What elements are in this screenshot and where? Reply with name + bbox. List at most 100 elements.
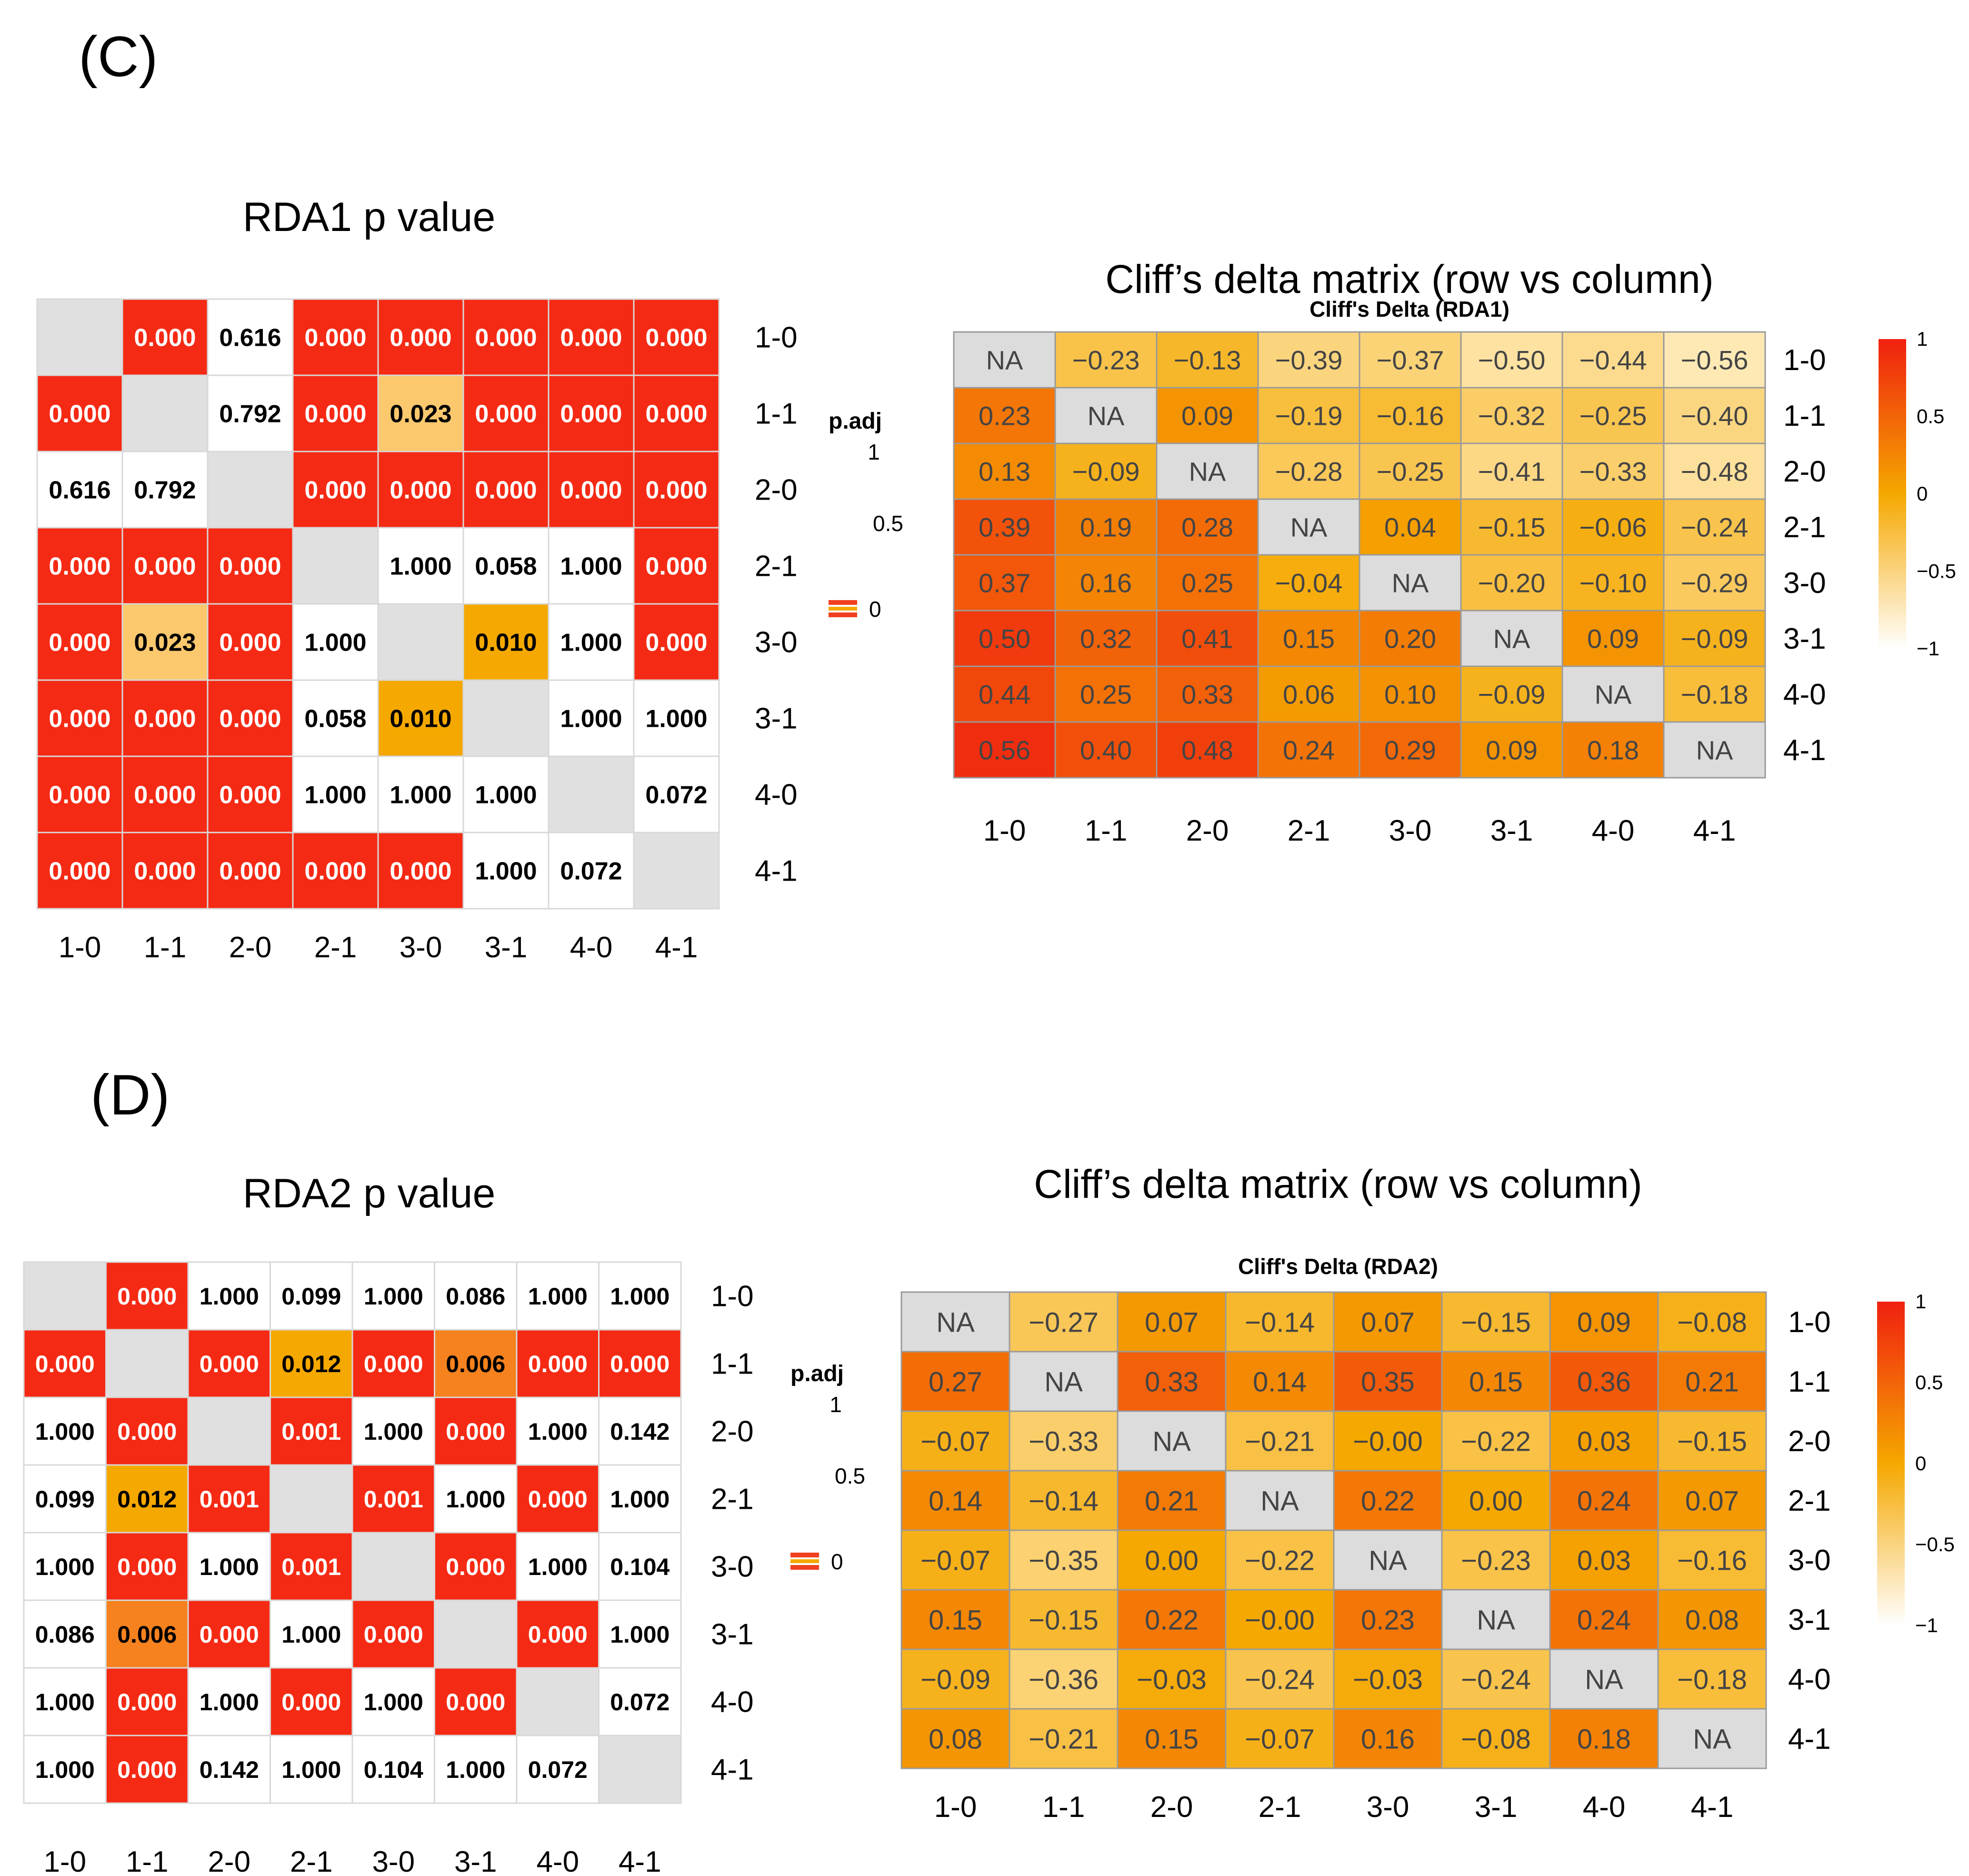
cell-value: 0.000: [134, 782, 196, 809]
cell-value: 0.072: [610, 1689, 670, 1715]
column-label: 1-1: [1042, 1791, 1085, 1824]
heatmap-cell: [292, 451, 379, 529]
cell-value: 0.19: [1080, 512, 1132, 542]
heatmap-cell: [462, 755, 550, 833]
cell-value: −0.56: [1681, 345, 1749, 375]
row-label: 2-0: [711, 1415, 754, 1448]
legend-title: p.adj: [829, 409, 882, 434]
cell-value: 0.006: [117, 1621, 177, 1648]
cell-value: 1.000: [390, 553, 451, 581]
heatmap-cell: [187, 1329, 271, 1398]
heatmap-cell: [1054, 610, 1158, 667]
cell-value: 0.000: [304, 401, 366, 428]
heatmap-cell: [953, 442, 1056, 500]
heatmap-cell: [1561, 721, 1665, 779]
heatmap-cell: [1549, 1708, 1659, 1769]
column-label: 4-1: [619, 1846, 661, 1876]
cell-value: 1.000: [200, 1689, 259, 1715]
cell-value: 0.04: [1384, 512, 1436, 542]
chart-subtitle: Cliff's Delta (RDA1): [1309, 297, 1509, 321]
heatmap-cell: [1657, 1470, 1767, 1531]
heatmap-cell: [633, 374, 720, 452]
row-label: 3-0: [755, 626, 798, 659]
heatmap-cell: [548, 451, 635, 529]
cell-value: 0.28: [1181, 512, 1233, 542]
cell-value: −0.22: [1245, 1545, 1315, 1576]
row-label: 4-0: [1788, 1663, 1831, 1696]
heatmap-cell: [1009, 1410, 1119, 1472]
cell-value: 0.000: [219, 782, 281, 809]
row-label: 3-1: [755, 702, 798, 735]
cell-value: −0.41: [1478, 457, 1546, 487]
heatmap-cell: [462, 679, 550, 757]
cell-value: 0.09: [1577, 1307, 1631, 1338]
heatmap-cell: [1009, 1470, 1119, 1531]
heatmap-cell: [270, 1667, 353, 1736]
cell-value: NA: [1189, 457, 1226, 487]
legend-tick: 0.5: [873, 511, 903, 536]
cell-value: 0.06: [1283, 680, 1335, 710]
heatmap-cell: [434, 1464, 518, 1534]
cell-value: 0.16: [1080, 568, 1132, 598]
row-label: 3-1: [1783, 622, 1826, 655]
heatmap-cell: [548, 298, 635, 376]
cell-value: −0.33: [1029, 1426, 1099, 1457]
row-label: 4-1: [1783, 734, 1826, 767]
heatmap-cell: [953, 610, 1056, 667]
heatmap-cell: [207, 755, 294, 833]
heatmap-cell: [548, 527, 635, 605]
heatmap-cell: [1156, 498, 1259, 556]
legend-title: p.adj: [790, 1361, 844, 1386]
cell-value: −0.24: [1245, 1664, 1315, 1695]
heatmap-cell: [1009, 1589, 1119, 1650]
heatmap-cell: [1257, 442, 1360, 500]
cell-value: 0.18: [1577, 1724, 1631, 1755]
heatmap-cell: [548, 832, 635, 910]
heatmap-cell: [1156, 665, 1259, 723]
heatmap-cell: [462, 832, 550, 910]
cell-value: 0.000: [446, 1554, 505, 1580]
heatmap-cell: [598, 1599, 682, 1669]
heatmap-cell: [1663, 387, 1766, 444]
cell-value: 1.000: [35, 1418, 95, 1445]
heatmap-cell: [1225, 1648, 1335, 1710]
column-label: 2-1: [290, 1846, 333, 1876]
cell-value: 0.000: [390, 324, 451, 352]
legend-swatch: [790, 1553, 819, 1557]
column-label: 3-0: [372, 1846, 415, 1876]
cell-value: −0.37: [1377, 345, 1444, 375]
cell-value: 0.27: [929, 1366, 982, 1397]
heatmap-cell: [1333, 1708, 1443, 1769]
cell-value: 0.001: [364, 1486, 423, 1513]
cell-value: 0.00: [1145, 1545, 1199, 1576]
heatmap-cell: [516, 1599, 600, 1669]
cell-value: −0.24: [1461, 1664, 1531, 1695]
cell-value: 0.099: [35, 1486, 95, 1513]
cell-value: 0.000: [304, 477, 366, 504]
rda1-cliff-heatmap: Cliff’s delta matrix (row vs column)Clif…: [953, 257, 1956, 847]
heatmap-cell: [105, 1329, 189, 1398]
cell-value: 0.03: [1577, 1426, 1631, 1457]
heatmap-cell: [36, 298, 123, 376]
cell-value: 0.142: [200, 1756, 259, 1783]
column-label: 3-1: [485, 931, 528, 964]
cell-value: 0.07: [1145, 1307, 1199, 1338]
heatmap-cell: [270, 1735, 353, 1804]
heatmap-cell: [1359, 331, 1462, 389]
cell-value: 0.13: [979, 457, 1030, 487]
cell-value: NA: [1392, 568, 1429, 598]
cell-value: NA: [1369, 1545, 1407, 1576]
cell-value: 0.023: [134, 629, 196, 657]
cell-value: 0.000: [49, 401, 110, 428]
legend-tick: 1: [868, 440, 880, 464]
cell-value: 0.24: [1577, 1485, 1631, 1516]
heatmap-cell: [1117, 1708, 1227, 1769]
heatmap-cell: [1117, 1589, 1227, 1650]
cell-value: 0.000: [645, 324, 707, 352]
heatmap-cell: [377, 832, 464, 910]
cell-value: 0.44: [979, 680, 1030, 710]
cell-value: 0.000: [528, 1621, 588, 1648]
row-label: 2-1: [711, 1483, 754, 1516]
heatmap-cell: [1257, 610, 1360, 667]
